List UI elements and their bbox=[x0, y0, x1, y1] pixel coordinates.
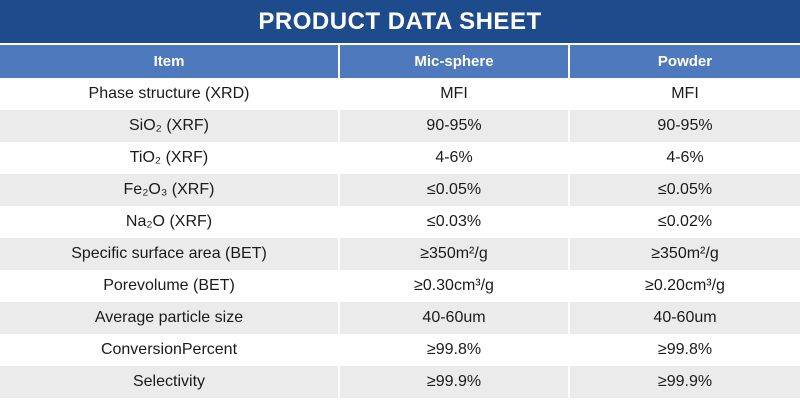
mic-sphere-cell: ≥99.9% bbox=[338, 366, 569, 398]
item-cell: Na₂O (XRF) bbox=[0, 206, 339, 238]
powder-cell: ≥0.20cm³/g bbox=[568, 270, 800, 302]
table-row: TiO₂ (XRF) 4-6% 4-6% bbox=[0, 142, 800, 174]
column-header-mic-sphere: Mic-sphere bbox=[338, 45, 569, 78]
table-row: Porevolume (BET) ≥0.30cm³/g ≥0.20cm³/g bbox=[0, 270, 800, 302]
table-row: Selectivity ≥99.9% ≥99.9% bbox=[0, 366, 800, 398]
powder-cell: MFI bbox=[568, 78, 800, 110]
table-row: Na₂O (XRF) ≤0.03% ≤0.02% bbox=[0, 206, 800, 238]
table-row: SiO₂ (XRF) 90-95% 90-95% bbox=[0, 110, 800, 142]
powder-cell: ≥99.8% bbox=[568, 334, 800, 366]
powder-cell: ≤0.02% bbox=[568, 206, 800, 238]
table-row: Average particle size 40-60um 40-60um bbox=[0, 302, 800, 334]
column-header-item: Item bbox=[0, 45, 339, 78]
table-row: Fe₂O₃ (XRF) ≤0.05% ≤0.05% bbox=[0, 174, 800, 206]
item-cell: Porevolume (BET) bbox=[0, 270, 339, 302]
mic-sphere-cell: ≥99.8% bbox=[338, 334, 569, 366]
powder-cell: ≤0.05% bbox=[568, 174, 800, 206]
powder-cell: 40-60um bbox=[568, 302, 800, 334]
item-cell: Phase structure (XRD) bbox=[0, 78, 339, 110]
mic-sphere-cell: ≥0.30cm³/g bbox=[338, 270, 569, 302]
table-row: ConversionPercent ≥99.8% ≥99.8% bbox=[0, 334, 800, 366]
item-cell: ConversionPercent bbox=[0, 334, 339, 366]
item-cell: Selectivity bbox=[0, 366, 339, 398]
column-header-powder: Powder bbox=[568, 45, 800, 78]
powder-cell: 4-6% bbox=[568, 142, 800, 174]
table-row: Specific surface area (BET) ≥350m²/g ≥350m… bbox=[0, 238, 800, 270]
powder-cell: ≥350m²/g bbox=[568, 238, 800, 270]
spec-table-body: Phase structure (XRD) MFI MFI SiO₂ (XRF) 90-… bbox=[0, 78, 800, 398]
mic-sphere-cell: MFI bbox=[338, 78, 569, 110]
powder-cell: 90-95% bbox=[568, 110, 800, 142]
table-row: Phase structure (XRD) MFI MFI bbox=[0, 78, 800, 110]
item-cell: TiO₂ (XRF) bbox=[0, 142, 339, 174]
item-cell: Average particle size bbox=[0, 302, 339, 334]
table-header-row: Item Mic-sphere Powder bbox=[0, 45, 800, 78]
mic-sphere-cell: 40-60um bbox=[338, 302, 569, 334]
mic-sphere-cell: ≥350m²/g bbox=[338, 238, 569, 270]
powder-cell: ≥99.9% bbox=[568, 366, 800, 398]
title-divider bbox=[0, 43, 800, 45]
mic-sphere-cell: ≤0.03% bbox=[338, 206, 569, 238]
product-spec-table: Item Mic-sphere Powder Phase structure (… bbox=[0, 45, 800, 398]
mic-sphere-cell: ≤0.05% bbox=[338, 174, 569, 206]
mic-sphere-cell: 4-6% bbox=[338, 142, 569, 174]
item-cell: Fe₂O₃ (XRF) bbox=[0, 174, 339, 206]
item-cell: SiO₂ (XRF) bbox=[0, 110, 339, 142]
page-title: PRODUCT DATA SHEET bbox=[0, 0, 800, 43]
mic-sphere-cell: 90-95% bbox=[338, 110, 569, 142]
item-cell: Specific surface area (BET) bbox=[0, 238, 339, 270]
